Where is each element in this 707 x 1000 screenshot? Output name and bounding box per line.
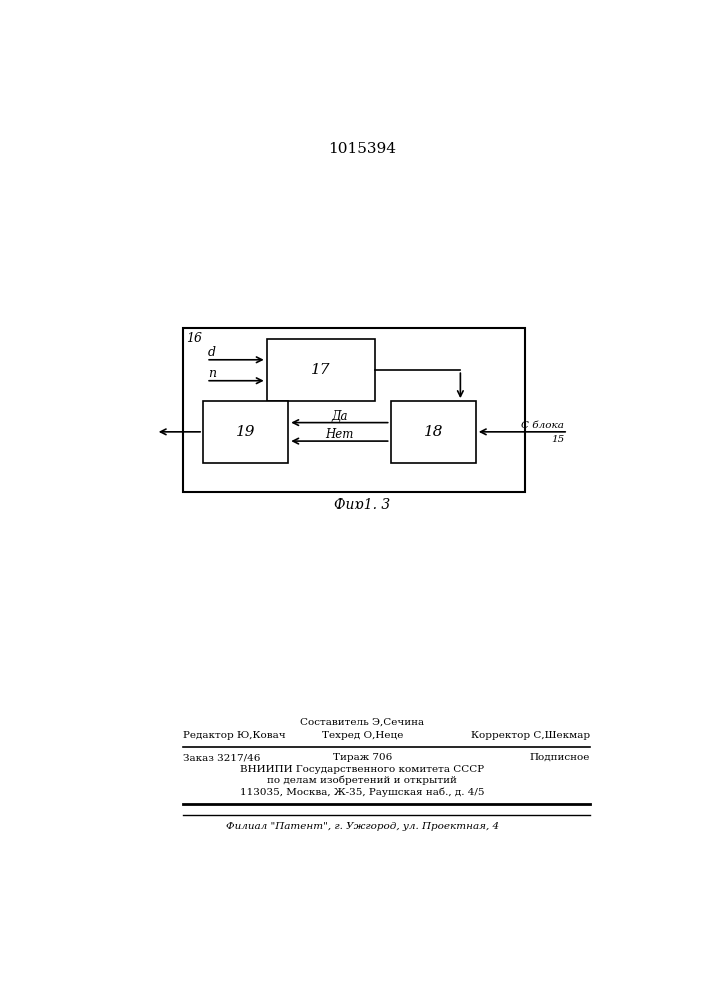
Text: Составитель Э,Сечина: Составитель Э,Сечина (300, 718, 424, 727)
Text: 18: 18 (423, 425, 443, 439)
Bar (203, 401, 288, 463)
Text: 16: 16 (186, 332, 202, 345)
Text: Техред О,Неце: Техред О,Неце (322, 732, 403, 740)
Text: Тираж 706: Тираж 706 (333, 753, 392, 762)
Text: 113035, Москва, Ж-35, Раушская наб., д. 4/5: 113035, Москва, Ж-35, Раушская наб., д. … (240, 787, 484, 797)
Text: Заказ 3217/46: Заказ 3217/46 (183, 753, 260, 762)
Text: Да: Да (331, 410, 348, 423)
Text: n: n (208, 367, 216, 380)
Text: по делам изобретений и открытий: по делам изобретений и открытий (267, 776, 457, 785)
Text: 17: 17 (311, 363, 331, 377)
Text: Филиал "Патент", г. Ужгород, ул. Проектная, 4: Филиал "Патент", г. Ужгород, ул. Проектн… (226, 822, 499, 831)
Bar (267, 339, 375, 401)
Text: Редактор Ю,Ковач: Редактор Ю,Ковач (183, 732, 286, 740)
Text: d: d (208, 346, 216, 359)
Text: Подписное: Подписное (530, 753, 590, 762)
Bar (183, 328, 525, 492)
Text: Нет: Нет (325, 428, 354, 441)
Text: 15: 15 (551, 435, 564, 444)
Bar (391, 401, 476, 463)
Text: ВНИИПИ Государственного комитета СССР: ВНИИПИ Государственного комитета СССР (240, 765, 484, 774)
Text: Корректор С,Шекмар: Корректор С,Шекмар (471, 732, 590, 740)
Text: 1015394: 1015394 (328, 142, 397, 156)
Text: С блока: С блока (521, 421, 564, 430)
Text: 19: 19 (236, 425, 255, 439)
Text: Фиɒ1. 3: Фиɒ1. 3 (334, 498, 390, 512)
